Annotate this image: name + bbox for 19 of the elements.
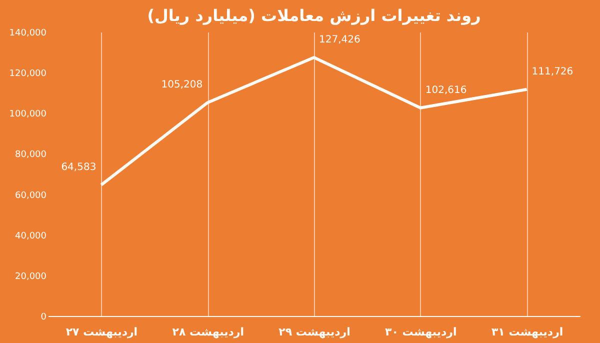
x-tick-label: ۲۷ اردیبهشت: [66, 326, 138, 338]
y-tick-label: 80,000: [15, 150, 47, 160]
y-tick-label: 0: [40, 312, 47, 322]
chart-title: روند تغییرات ارزش معاملات (میلیارد ریال): [147, 6, 481, 25]
y-tick-label: 100,000: [9, 110, 47, 120]
y-tick-label: 40,000: [15, 231, 47, 242]
data-label: 111,726: [532, 66, 574, 78]
x-tick-label: ۳۰ اردیبهشت: [385, 326, 457, 338]
x-tick-label: ۲۹ اردیبهشت: [278, 326, 350, 338]
data-label: 102,616: [425, 84, 467, 96]
y-tick-label: 20,000: [15, 272, 47, 282]
y-tick-label: 140,000: [9, 28, 47, 38]
y-tick-label: 60,000: [15, 190, 47, 201]
y-tick-label: 120,000: [9, 69, 47, 80]
data-label: 127,426: [319, 34, 360, 46]
data-label: 105,208: [161, 80, 203, 91]
x-tick-label: ۳۱ اردیبهشت: [491, 326, 564, 338]
data-label: 64,583: [61, 162, 96, 173]
x-tick-label: ۲۸ اردیبهشت: [172, 326, 244, 338]
